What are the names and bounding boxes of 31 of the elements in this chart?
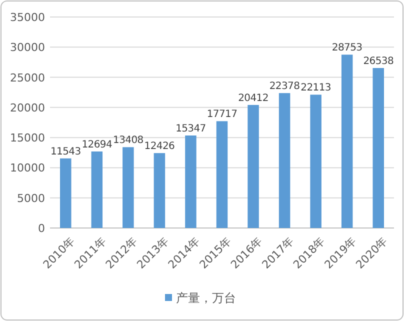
legend-label: 产量，万台 — [176, 291, 236, 305]
data-label: 13408 — [113, 135, 144, 146]
data-label: 12426 — [144, 141, 175, 152]
bar — [216, 121, 228, 228]
y-tick-label: 25000 — [10, 71, 45, 84]
y-tick-label: 10000 — [10, 162, 45, 175]
bar — [185, 135, 196, 228]
bar — [248, 104, 259, 228]
data-label: 22113 — [300, 82, 331, 94]
data-label: 28753 — [332, 42, 362, 54]
y-tick-label: 30000 — [10, 41, 45, 54]
data-label: 11543 — [50, 146, 81, 158]
y-tick-label: 35000 — [10, 11, 45, 24]
data-label: 22378 — [269, 81, 300, 92]
bar — [341, 54, 353, 228]
bar — [278, 93, 290, 228]
data-label: 20412 — [238, 92, 268, 104]
y-tick-label: 20000 — [10, 101, 45, 114]
data-label: 12694 — [82, 139, 112, 150]
bar — [154, 153, 166, 228]
bar — [60, 158, 72, 228]
data-label: 17717 — [206, 109, 238, 120]
data-label: 26538 — [363, 56, 394, 68]
bar — [310, 94, 322, 228]
y-tick-label: 5000 — [17, 192, 45, 205]
bar — [372, 68, 384, 228]
y-tick-label: 0 — [38, 222, 45, 235]
bar — [91, 151, 103, 228]
bar — [122, 147, 134, 228]
data-label: 15347 — [176, 123, 206, 134]
y-tick-label: 15000 — [10, 132, 45, 145]
